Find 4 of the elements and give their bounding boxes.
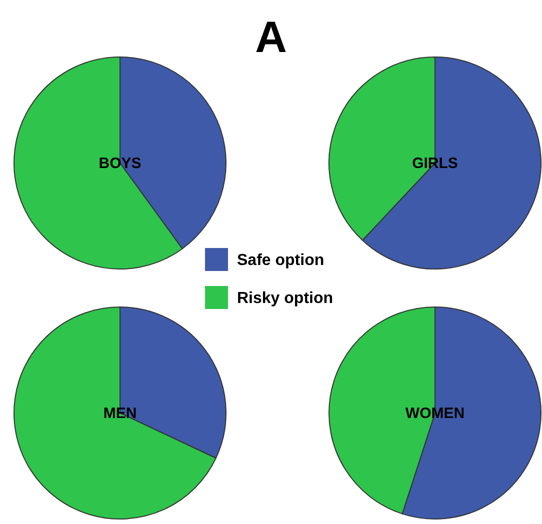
legend-label: Risky option	[237, 290, 334, 307]
text: WOMEN	[405, 405, 465, 422]
text: A	[255, 13, 287, 62]
legend-label: Safe option	[237, 252, 324, 269]
